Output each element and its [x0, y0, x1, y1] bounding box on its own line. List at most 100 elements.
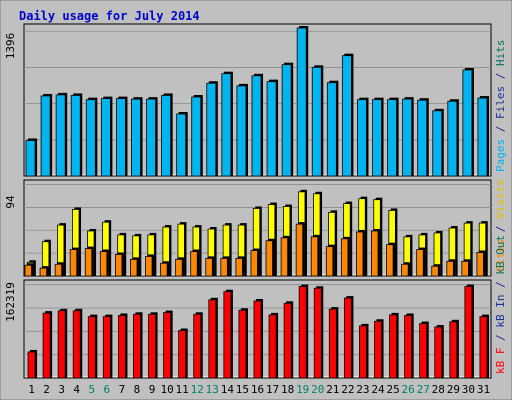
- legend-item: kB F: [494, 348, 507, 375]
- bar-kbf-day-23-fill: [359, 325, 367, 379]
- bar-sites-day-26-fill: [401, 263, 409, 277]
- legend-item: Hits: [494, 40, 507, 67]
- bar-sites-day-18: [280, 235, 290, 277]
- bar-pages-day-25-fill: [387, 99, 398, 177]
- bar-pages-day-22-fill: [341, 55, 352, 177]
- bar-pages-day-28-fill: [432, 110, 443, 177]
- bar-sites-day-3-fill: [54, 263, 63, 277]
- bar-sites-day-17-fill: [265, 240, 273, 277]
- bar-sites-day-15: [235, 256, 245, 277]
- day-label-28: 28: [432, 383, 445, 396]
- bar-pages-day-31-fill: [477, 97, 488, 177]
- bar-kbf-day-10-fill: [163, 312, 172, 379]
- bar-sites-day-30-fill: [461, 260, 469, 277]
- bar-pages-day-26-fill: [402, 98, 413, 177]
- bar-pages-day-10-fill: [161, 95, 172, 177]
- bar-pages-day-23: [357, 97, 369, 177]
- bar-sites-day-4: [69, 247, 79, 277]
- bar-pages-day-18-fill: [281, 64, 292, 177]
- bar-kbf-day-26: [404, 313, 414, 379]
- panel-middle-max-label: 94: [4, 195, 17, 209]
- bar-pages-day-3: [55, 92, 68, 177]
- panel-top-legend: Pages / Files / Hits: [494, 40, 507, 173]
- bar-kbf-day-15: [238, 308, 248, 379]
- bar-pages-day-5: [85, 97, 98, 177]
- day-label-22: 22: [341, 383, 354, 396]
- bar-sites-day-5: [84, 246, 94, 277]
- bar-pages-day-2-fill: [40, 95, 51, 177]
- bar-pages-day-21: [326, 80, 339, 177]
- day-label-19: 19: [296, 383, 309, 396]
- bar-sites-day-2: [39, 266, 49, 277]
- day-label-11: 11: [176, 383, 189, 396]
- bar-pages-day-18: [281, 62, 294, 177]
- bar-kbf-day-15-fill: [238, 309, 247, 379]
- day-label-6: 6: [104, 383, 111, 396]
- bar-sites-day-4-fill: [69, 249, 78, 277]
- bar-kbf-day-6: [102, 314, 113, 379]
- bar-sites-day-22-fill: [340, 238, 349, 277]
- bar-kbf-day-17: [268, 312, 279, 379]
- day-label-24: 24: [371, 383, 385, 396]
- bar-kbf-day-11-fill: [178, 330, 187, 379]
- bar-kbf-day-4: [72, 308, 83, 379]
- bar-sites-day-22: [340, 236, 350, 277]
- bar-kbf-day-18: [283, 301, 294, 379]
- bar-sites-day-14-fill: [220, 257, 228, 277]
- bar-sites-day-29-fill: [446, 260, 454, 277]
- bar-kbf-day-9: [148, 312, 158, 379]
- bar-kbf-day-12-fill: [193, 313, 202, 379]
- bar-sites-day-1: [24, 263, 34, 277]
- bar-kbf-day-19-fill: [298, 286, 307, 379]
- bar-sites-day-10-fill: [160, 262, 168, 277]
- bar-kbf-day-29: [449, 319, 459, 379]
- bar-kbf-day-27: [419, 321, 429, 379]
- bar-sites-day-14: [220, 256, 230, 277]
- bar-sites-day-20-fill: [310, 236, 319, 277]
- day-label-7: 7: [119, 383, 126, 396]
- bar-pages-day-12-fill: [191, 96, 202, 177]
- day-label-23: 23: [356, 383, 369, 396]
- bar-kbf-day-30-fill: [464, 286, 473, 379]
- bar-kbf-day-12: [193, 312, 203, 379]
- bar-sites-day-7-fill: [114, 254, 123, 277]
- bar-pages-day-28: [432, 108, 444, 177]
- bar-sites-day-20: [310, 234, 320, 277]
- bar-sites-day-29: [446, 259, 456, 277]
- bar-pages-day-30-fill: [462, 69, 473, 177]
- day-label-20: 20: [311, 383, 324, 396]
- bar-pages-day-4: [70, 93, 83, 177]
- bar-sites-day-25-fill: [386, 244, 394, 277]
- bar-pages-day-17-fill: [266, 81, 277, 177]
- bar-kbf-day-16-fill: [253, 300, 262, 379]
- bar-pages-day-25: [387, 97, 399, 177]
- bar-sites-day-19-fill: [295, 223, 304, 277]
- bar-kbf-day-23: [359, 323, 369, 379]
- bar-sites-day-24-fill: [371, 230, 379, 277]
- day-label-26: 26: [402, 383, 415, 396]
- bar-sites-day-28: [431, 264, 441, 277]
- day-label-5: 5: [88, 383, 95, 396]
- legend-item: Pages: [494, 139, 507, 172]
- bar-kbf-day-7-fill: [117, 315, 126, 379]
- bar-sites-day-26: [401, 262, 411, 277]
- bar-kbf-day-2-fill: [42, 312, 51, 379]
- bar-kbf-day-1: [27, 349, 38, 379]
- bar-pages-day-8-fill: [131, 98, 141, 177]
- bar-sites-day-9-fill: [145, 256, 153, 277]
- bar-kbf-day-28-fill: [434, 326, 443, 379]
- bar-sites-day-19: [295, 222, 305, 277]
- bar-kbf-day-22-fill: [343, 297, 352, 379]
- bar-pages-day-31: [477, 96, 489, 177]
- bar-kbf-day-13: [208, 297, 218, 379]
- bar-sites-day-24: [371, 228, 381, 277]
- bar-pages-day-26: [402, 97, 414, 177]
- bar-sites-day-23: [356, 229, 365, 277]
- day-label-14: 14: [221, 383, 235, 396]
- bar-sites-day-6-fill: [99, 251, 108, 277]
- bar-pages-day-13-fill: [206, 82, 217, 177]
- bar-sites-day-30: [461, 259, 471, 277]
- bar-pages-day-29-fill: [447, 100, 458, 177]
- bar-sites-day-8-fill: [130, 258, 138, 277]
